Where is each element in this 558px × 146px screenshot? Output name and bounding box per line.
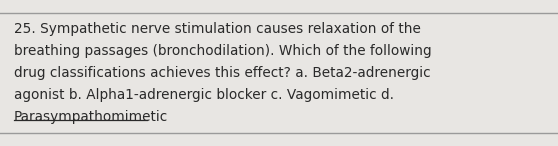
Text: drug classifications achieves this effect? a. Beta2-adrenergic: drug classifications achieves this effec… bbox=[14, 66, 431, 80]
Text: Parasympathomimetic: Parasympathomimetic bbox=[14, 110, 169, 124]
Text: 25. Sympathetic nerve stimulation causes relaxation of the: 25. Sympathetic nerve stimulation causes… bbox=[14, 22, 421, 36]
Text: agonist b. Alpha1-adrenergic blocker c. Vagomimetic d.: agonist b. Alpha1-adrenergic blocker c. … bbox=[14, 88, 394, 102]
Text: breathing passages (bronchodilation). Which of the following: breathing passages (bronchodilation). Wh… bbox=[14, 44, 432, 58]
